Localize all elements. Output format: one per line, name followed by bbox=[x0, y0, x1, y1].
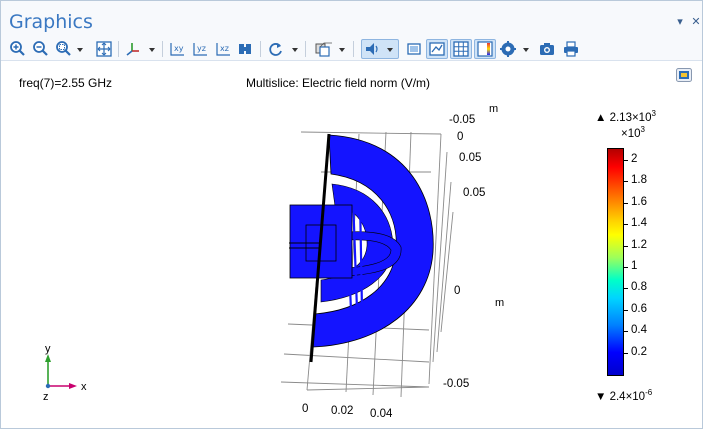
tick-label: 0 bbox=[457, 131, 463, 143]
window-title: Graphics bbox=[9, 11, 93, 33]
go-to-view-icon[interactable] bbox=[237, 40, 255, 58]
rotate-icon[interactable] bbox=[267, 40, 285, 58]
unit-right-label: m bbox=[495, 297, 504, 309]
toolbar-separator bbox=[260, 41, 261, 57]
tick-label: 0.05 bbox=[463, 187, 485, 199]
colorbar-tick-label: 0.2 bbox=[631, 345, 647, 358]
colorbar-tick-label: 1.4 bbox=[631, 217, 647, 230]
zoom-box-icon[interactable] bbox=[55, 40, 73, 58]
image-snapshot-icon[interactable] bbox=[538, 40, 556, 58]
colorbar-tick-mark bbox=[623, 224, 628, 226]
window-menu-icon[interactable]: ▾ bbox=[677, 16, 683, 28]
colorbar-tick-mark bbox=[623, 309, 628, 311]
show-legends-icon[interactable] bbox=[476, 40, 494, 58]
graphics-canvas[interactable]: freq(7)=2.55 GHz Multislice: Electric fi… bbox=[1, 62, 702, 428]
zoom-dropdown-arrow[interactable] bbox=[77, 48, 83, 52]
tick-label: 0.02 bbox=[331, 405, 353, 417]
colorbar-tick-mark bbox=[623, 331, 628, 333]
axis-dropdown-arrow[interactable] bbox=[149, 48, 155, 52]
colorbar-tick-label: 1.2 bbox=[631, 238, 647, 251]
rotate-dropdown-arrow[interactable] bbox=[292, 48, 298, 52]
colorbar-tick-label: 0.4 bbox=[631, 324, 647, 337]
scene-light-icon[interactable] bbox=[363, 40, 381, 58]
colorbar-tick-label: 0.6 bbox=[631, 302, 647, 315]
tick-label: 0 bbox=[302, 403, 308, 415]
select-domain-icon[interactable] bbox=[314, 40, 332, 58]
toolbar-separator bbox=[353, 41, 354, 57]
triad-z-label: z bbox=[43, 391, 49, 403]
svg-text:xz: xz bbox=[220, 44, 229, 53]
tick-label: 0.04 bbox=[370, 408, 393, 420]
colorbar-tick-mark bbox=[623, 160, 628, 161]
colorbar-tick-label: 1.8 bbox=[631, 174, 647, 187]
colorbar-tick-label: 0.8 bbox=[631, 281, 647, 294]
zoom-extents-icon[interactable] bbox=[95, 40, 113, 58]
colorbar bbox=[607, 148, 624, 376]
colorbar-min-label: ▼ 2.4×10-6 bbox=[595, 388, 653, 403]
toolbar-separator bbox=[305, 41, 306, 57]
colorbar-tick-mark bbox=[623, 202, 628, 204]
tick-label: 0.05 bbox=[459, 152, 481, 164]
ring-surface bbox=[312, 134, 434, 348]
colorbar-max-label: ▲ 2.13×103 bbox=[595, 109, 656, 124]
toolbar-separator bbox=[162, 41, 163, 57]
close-icon[interactable]: ✕ bbox=[691, 16, 701, 28]
scene-light-toggle[interactable] bbox=[361, 39, 399, 59]
xz-view-icon[interactable]: xz bbox=[214, 40, 232, 58]
ground-edge bbox=[309, 133, 331, 363]
triad-y-label: y bbox=[45, 343, 51, 355]
colorbar-tick-mark bbox=[623, 181, 628, 183]
frequency-label: freq(7)=2.55 GHz bbox=[19, 76, 113, 90]
plot-title: Multislice: Electric field norm (V/m) bbox=[246, 76, 431, 90]
plot-settings-icon[interactable] bbox=[676, 68, 692, 82]
tick-label: 0 bbox=[454, 285, 460, 297]
grid-icon[interactable] bbox=[452, 40, 470, 58]
render-dropdown-arrow[interactable] bbox=[523, 48, 529, 52]
svg-text:yz: yz bbox=[197, 44, 206, 53]
xy-view-icon[interactable]: xy bbox=[168, 40, 186, 58]
light-dropdown-arrow[interactable] bbox=[387, 48, 393, 52]
tick-label: -0.05 bbox=[449, 114, 475, 126]
zoom-in-icon[interactable] bbox=[9, 40, 27, 58]
colorbar-tick-mark bbox=[623, 245, 628, 247]
yz-view-icon[interactable]: yz bbox=[191, 40, 209, 58]
axis-triad: y x z bbox=[43, 343, 87, 403]
colorbar-tick-mark bbox=[623, 352, 628, 354]
graphics-toolbar: xy yz xz bbox=[1, 37, 702, 61]
svg-text:xy: xy bbox=[174, 44, 184, 53]
print-icon[interactable] bbox=[562, 40, 580, 58]
tick-label: -0.05 bbox=[443, 378, 469, 390]
colorbar-tick-label: 1 bbox=[631, 260, 638, 272]
triad-x-label: x bbox=[81, 381, 87, 393]
transparency-icon[interactable] bbox=[405, 40, 423, 58]
render-settings-icon[interactable] bbox=[499, 40, 517, 58]
colorbar-multiplier: ×103 bbox=[621, 125, 645, 140]
title-bar: Graphics ▾ ✕ bbox=[1, 1, 702, 37]
colorbar-tick-mark bbox=[623, 288, 628, 290]
axis-orientation-icon[interactable] bbox=[124, 40, 142, 58]
wireframe-icon[interactable] bbox=[428, 40, 446, 58]
colorbar-tick-label: 1.6 bbox=[631, 195, 647, 208]
colorbar-tick-mark bbox=[623, 267, 628, 268]
zoom-out-icon[interactable] bbox=[32, 40, 50, 58]
geometry-view: m m -0.05 0 0.05 0.05 0 -0.05 0 0.02 0.0… bbox=[43, 103, 504, 420]
toolbar-separator bbox=[118, 41, 119, 57]
colorbar-tick-label: 2 bbox=[631, 153, 638, 165]
unit-top-label: m bbox=[489, 103, 498, 115]
select-dropdown-arrow[interactable] bbox=[339, 48, 345, 52]
